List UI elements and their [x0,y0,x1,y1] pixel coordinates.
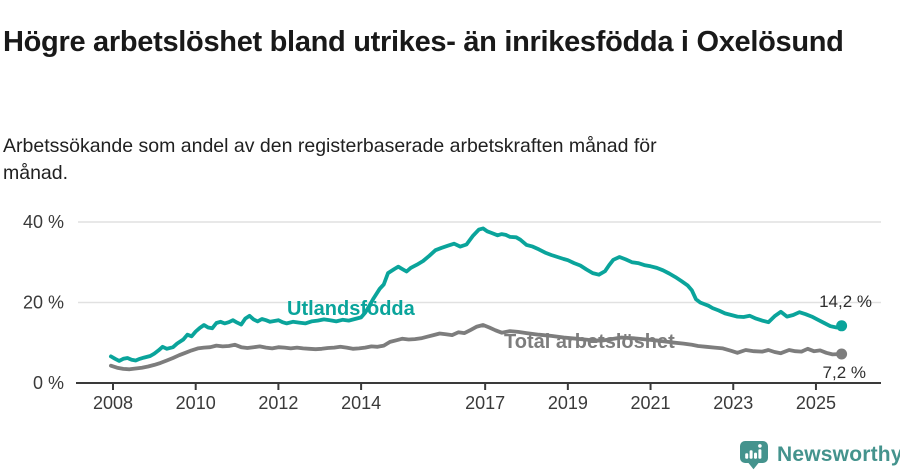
bar-1 [745,453,749,459]
series-end-dot [836,348,848,360]
end-value-annotation: 14,2 % [819,292,872,311]
x-axis-tick-label: 2012 [258,393,298,413]
chart-title: Högre arbetslöshet bland utrikes- än inr… [3,26,844,59]
exclamation-line [758,449,762,459]
x-axis-tick-label: 2019 [548,393,588,413]
series-end-dot [836,320,848,332]
series-label: Utlandsfödda [287,298,416,320]
bar-2 [749,450,753,459]
y-axis-tick-label: 20 % [23,293,64,313]
bar-3 [754,452,757,459]
x-axis-tick-label: 2008 [93,393,133,413]
chart-subtitle: Arbetssökande som andel av den registerb… [3,134,657,185]
x-axis-tick-label: 2010 [176,393,216,413]
x-axis-tick-label: 2017 [465,393,505,413]
newsworthy-logo: Newsworthy [739,440,900,470]
x-axis-tick-label: 2023 [713,393,753,413]
series-line [109,323,844,372]
series-line [109,226,844,363]
series-label: Total arbetslöshet [504,331,675,353]
x-axis-tick-label: 2014 [341,393,381,413]
line-chart: 0 % 20 % 40 % 2008 2010 2012 2014 2017 2019 2021 2… [23,212,881,413]
x-axis-tick-label: 2021 [631,393,671,413]
exclamation-dot [758,444,762,448]
newsworthy-logo-text: Newsworthy [777,443,900,466]
newsworthy-speech-bubble-bar-chart-icon [740,441,768,470]
y-axis-tick-label: 40 % [23,212,64,232]
x-axis-tick-label: 2025 [796,393,836,413]
y-axis-tick-label: 0 % [33,373,64,393]
end-value-annotation: 7,2 % [823,363,866,382]
